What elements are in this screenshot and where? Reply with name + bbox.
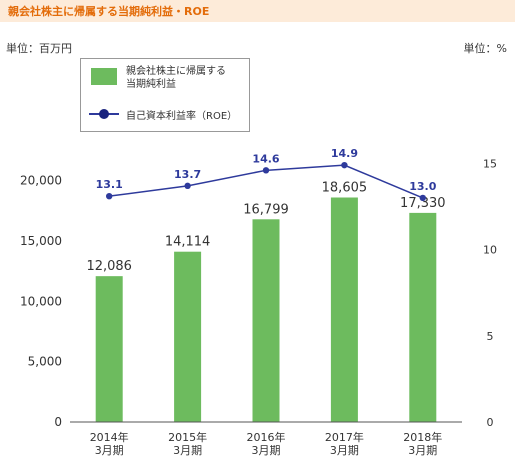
y-right-tick-label: 5 [487,330,494,343]
x-tick-label: 2016年 3月期 [247,430,286,457]
x-tick-label: 2018年 3月期 [403,430,442,457]
x-tick-label-line: 3月期 [330,444,359,457]
bar [95,276,123,422]
roe-point [341,161,348,169]
bar [174,251,202,422]
legend-line-label: 自己資本利益率（ROE） [126,111,238,122]
y-right-tick-label: 0 [487,416,494,429]
roe-value-label: 14.6 [252,152,279,165]
x-tick-label-line: 2017年 [325,430,364,444]
roe-point [184,182,191,190]
y-right-tick-label: 10 [483,244,497,257]
x-tick-label-line: 2016年 [247,430,286,444]
roe-value-label: 13.7 [174,168,201,181]
legend-line-marker [99,109,109,119]
x-tick-label: 2015年 3月期 [168,430,207,457]
x-tick-label: 2017年 3月期 [325,430,364,457]
y-left-tick-label: 10,000 [20,294,62,308]
y-left-tick-label: 20,000 [20,174,62,188]
roe-value-label: 14.9 [331,147,358,160]
x-tick-label-line: 2014年 [90,430,129,444]
title-bar: 親会社株主に帰属する当期純利益・ROE [0,0,515,22]
right-axis-unit: 単位：% [463,42,507,55]
bar-value-label: 17,330 [400,196,446,211]
x-tick-label-line: 3月期 [252,444,281,457]
y-left-tick-label: 5,000 [28,355,62,369]
roe-point [262,167,270,174]
x-tick-label-line: 3月期 [408,444,437,457]
bar [330,197,358,422]
x-tick-label-line: 3月期 [95,444,124,457]
legend-bar-label: 親会社株主に帰属する 当期純利益 [126,66,226,90]
x-tick-label: 2014年 3月期 [90,430,129,457]
bar-value-label: 18,605 [322,180,368,195]
bar-value-label: 12,086 [86,259,132,274]
left-axis-unit: 単位：百万円 [6,42,72,55]
legend: 親会社株主に帰属する 当期純利益 自己資本利益率（ROE） [80,58,250,132]
x-tick-label-line: 2018年 [403,430,442,444]
y-right-tick-label: 15 [483,157,497,170]
bar [252,219,280,422]
y-left-tick-label: 15,000 [20,234,62,248]
chart-title: 親会社株主に帰属する当期純利益・ROE [8,5,210,18]
bar-value-label: 14,114 [165,235,211,250]
bar [409,212,437,422]
legend-bar-swatch [91,68,117,85]
bar-value-label: 16,799 [243,202,289,217]
y-left-tick-label: 0 [54,415,62,429]
roe-point [419,194,426,202]
x-tick-label-line: 3月期 [173,444,202,457]
roe-point [106,192,113,200]
roe-value-label: 13.1 [96,178,123,191]
roe-value-label: 13.0 [409,180,436,193]
x-tick-label-line: 2015年 [168,430,207,444]
